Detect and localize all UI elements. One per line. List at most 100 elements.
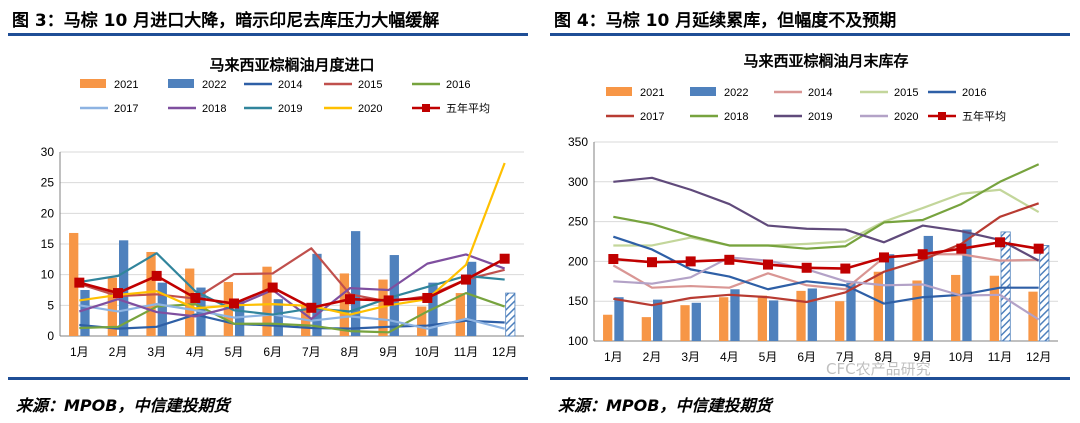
x-tick-label: 5月 [759,350,778,364]
y-tick-label: 150 [568,294,588,308]
legend-label: 2015 [894,87,918,99]
x-tick-label: 3月 [681,350,700,364]
x-tick-label: 2月 [643,350,662,364]
x-tick-label: 10月 [415,345,440,359]
avg-series [74,253,510,313]
bar-2021-6月 [796,290,806,341]
bar-2022-8月 [885,254,895,341]
x-tick-label: 10月 [949,350,974,364]
bar-2021-11月 [989,275,999,341]
line-series-2017 [613,202,1040,307]
avg-marker-11月 [461,274,471,285]
figure-3-top-rule [8,33,528,36]
legend-label: 2022 [724,87,748,99]
avg-marker-2月 [113,288,123,299]
avg-marker-2月 [647,257,657,268]
legend-marker-五年平均 [422,104,430,112]
line-series-2019 [79,252,505,316]
legend-label: 2016 [962,87,986,99]
bars [603,229,1050,342]
avg-marker-12月 [1033,243,1044,254]
figure-4-source: 来源：MPOB，中信建投期货 [558,396,772,415]
series-lines [612,163,1040,321]
figure-4-top-rule [550,33,1070,36]
y-tick-label: 5 [47,298,54,312]
bar-2021-8月 [339,273,349,336]
legend-label: 五年平均 [446,101,490,115]
legend-label: 2021 [640,87,664,99]
legend-label: 2016 [446,79,470,91]
x-tick-label: 8月 [875,350,894,364]
series-lines [79,162,506,334]
legend-label: 五年平均 [962,109,1006,123]
bars [69,231,516,337]
bar-2022-2月 [653,299,663,341]
legend-label: 2019 [808,111,832,123]
avg-marker-10月 [956,243,967,254]
avg-marker-7月 [306,302,317,313]
legend-label: 2017 [640,111,664,123]
avg-marker-1月 [608,254,619,265]
line-series-2015 [613,188,1040,247]
bar-2022-1月 [80,290,90,336]
y-tick-label: 20 [41,206,55,220]
legend-label: 2018 [202,103,226,115]
line-series-2019 [613,176,1040,262]
legend-swatch-2022 [168,79,194,88]
line-series-2014 [79,313,505,330]
legend-label: 2020 [358,103,382,115]
bar-2021-3月 [680,305,690,341]
x-tick-label: 11月 [988,350,1012,364]
bar-2022-1月 [614,297,624,341]
y-tick-label: 10 [41,268,55,282]
bar-2022-6月 [273,299,283,336]
legend-swatch-2022 [690,87,716,96]
x-tick-label: 7月 [302,345,321,359]
avg-marker-7月 [840,263,851,274]
avg-marker-6月 [267,282,278,293]
figure-3-bottom-rule [8,377,528,380]
x-tick-label: 7月 [836,350,855,364]
avg-marker-4月 [190,292,201,303]
bar-2021-4月 [185,268,195,336]
x-tick-label: 5月 [225,345,244,359]
bar-2021-6月 [262,266,272,336]
legend-label: 2017 [114,103,138,115]
line-series-五年平均 [613,240,1039,270]
x-tick-label: 1月 [604,350,623,364]
line-series-2016 [612,235,1039,305]
x-tick-label: 11月 [454,345,478,359]
x-tick-label: 6月 [263,345,282,359]
line-series-2020 [613,256,1040,321]
avg-marker-3月 [151,270,162,281]
line-series-2014 [612,253,1039,291]
y-tick-label: 200 [568,254,588,268]
x-tick-label: 9月 [913,350,932,364]
bar-2021-11月 [455,293,465,336]
avg-marker-11月 [995,237,1005,248]
bar-2022-9月 [923,235,933,341]
bar-2021-10月 [417,306,427,336]
avg-marker-9月 [383,295,394,306]
legend-label: 2014 [808,87,832,99]
y-tick-label: 250 [568,215,588,229]
legend-marker-五年平均 [938,112,946,120]
bar-estimate-11月 [1000,231,1011,342]
legend: 2021 2022 2014 2015 2016 2017 2018 2019 2020 五年平均 [80,79,490,115]
bar-2022-3月 [157,282,167,336]
legend-label: 2020 [894,111,918,123]
bar-2022-7月 [312,253,322,336]
line-series-2018 [613,163,1040,250]
x-tick-label: 6月 [797,350,816,364]
avg-marker-3月 [685,256,696,267]
bar-2022-6月 [807,288,817,341]
legend-swatch-2021 [606,87,632,96]
chart-title: 马来西亚棕榈油月末库存 [743,52,908,70]
bar-2022-2月 [119,240,129,336]
avg-marker-8月 [879,252,889,263]
bar-2021-5月 [757,295,767,341]
legend-label: 2021 [114,79,138,91]
legend-label: 2014 [278,79,302,91]
x-tick-label: 9月 [379,345,398,359]
